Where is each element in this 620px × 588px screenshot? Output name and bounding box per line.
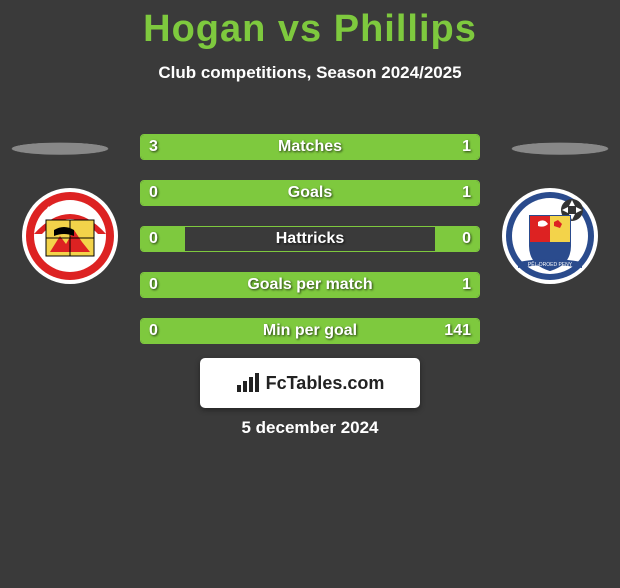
team-crest-left: the Nomads <box>20 186 120 286</box>
stat-value-right: 141 <box>444 319 471 343</box>
fctables-logo: FcTables.com <box>200 358 420 408</box>
stat-label: Goals <box>141 181 479 205</box>
stat-row-matches: 3 Matches 1 <box>140 134 480 160</box>
stat-label: Goals per match <box>141 273 479 297</box>
svg-text:the Nomads: the Nomads <box>47 205 93 214</box>
stat-row-min-per-goal: 0 Min per goal 141 <box>140 318 480 344</box>
shadow-oval-left <box>6 143 113 155</box>
stat-label: Hattricks <box>141 227 479 251</box>
stat-row-hattricks: 0 Hattricks 0 <box>140 226 480 252</box>
logo-text: FcTables.com <box>266 373 385 394</box>
snapshot-date: 5 december 2024 <box>0 418 620 438</box>
stat-row-goals: 0 Goals 1 <box>140 180 480 206</box>
page-subtitle: Club competitions, Season 2024/2025 <box>0 63 620 83</box>
nomads-crest-icon: the Nomads <box>20 186 120 286</box>
stat-value-right: 1 <box>462 273 471 297</box>
team-crest-right: PÊL-DROED PENY <box>500 186 600 286</box>
shadow-oval-right <box>506 143 613 155</box>
stat-label: Matches <box>141 135 479 159</box>
stat-value-right: 1 <box>462 135 471 159</box>
stat-value-right: 1 <box>462 181 471 205</box>
chart-bars-icon <box>236 373 260 393</box>
stat-row-goals-per-match: 0 Goals per match 1 <box>140 272 480 298</box>
page-title: Hogan vs Phillips <box>0 8 620 51</box>
stats-bars: 3 Matches 1 0 Goals 1 0 Hattricks 0 0 Go… <box>140 134 480 364</box>
stat-value-right: 0 <box>462 227 471 251</box>
stat-label: Min per goal <box>141 319 479 343</box>
svg-text:PÊL-DROED PENY: PÊL-DROED PENY <box>528 260 573 268</box>
penybont-crest-icon: PÊL-DROED PENY <box>500 186 600 286</box>
